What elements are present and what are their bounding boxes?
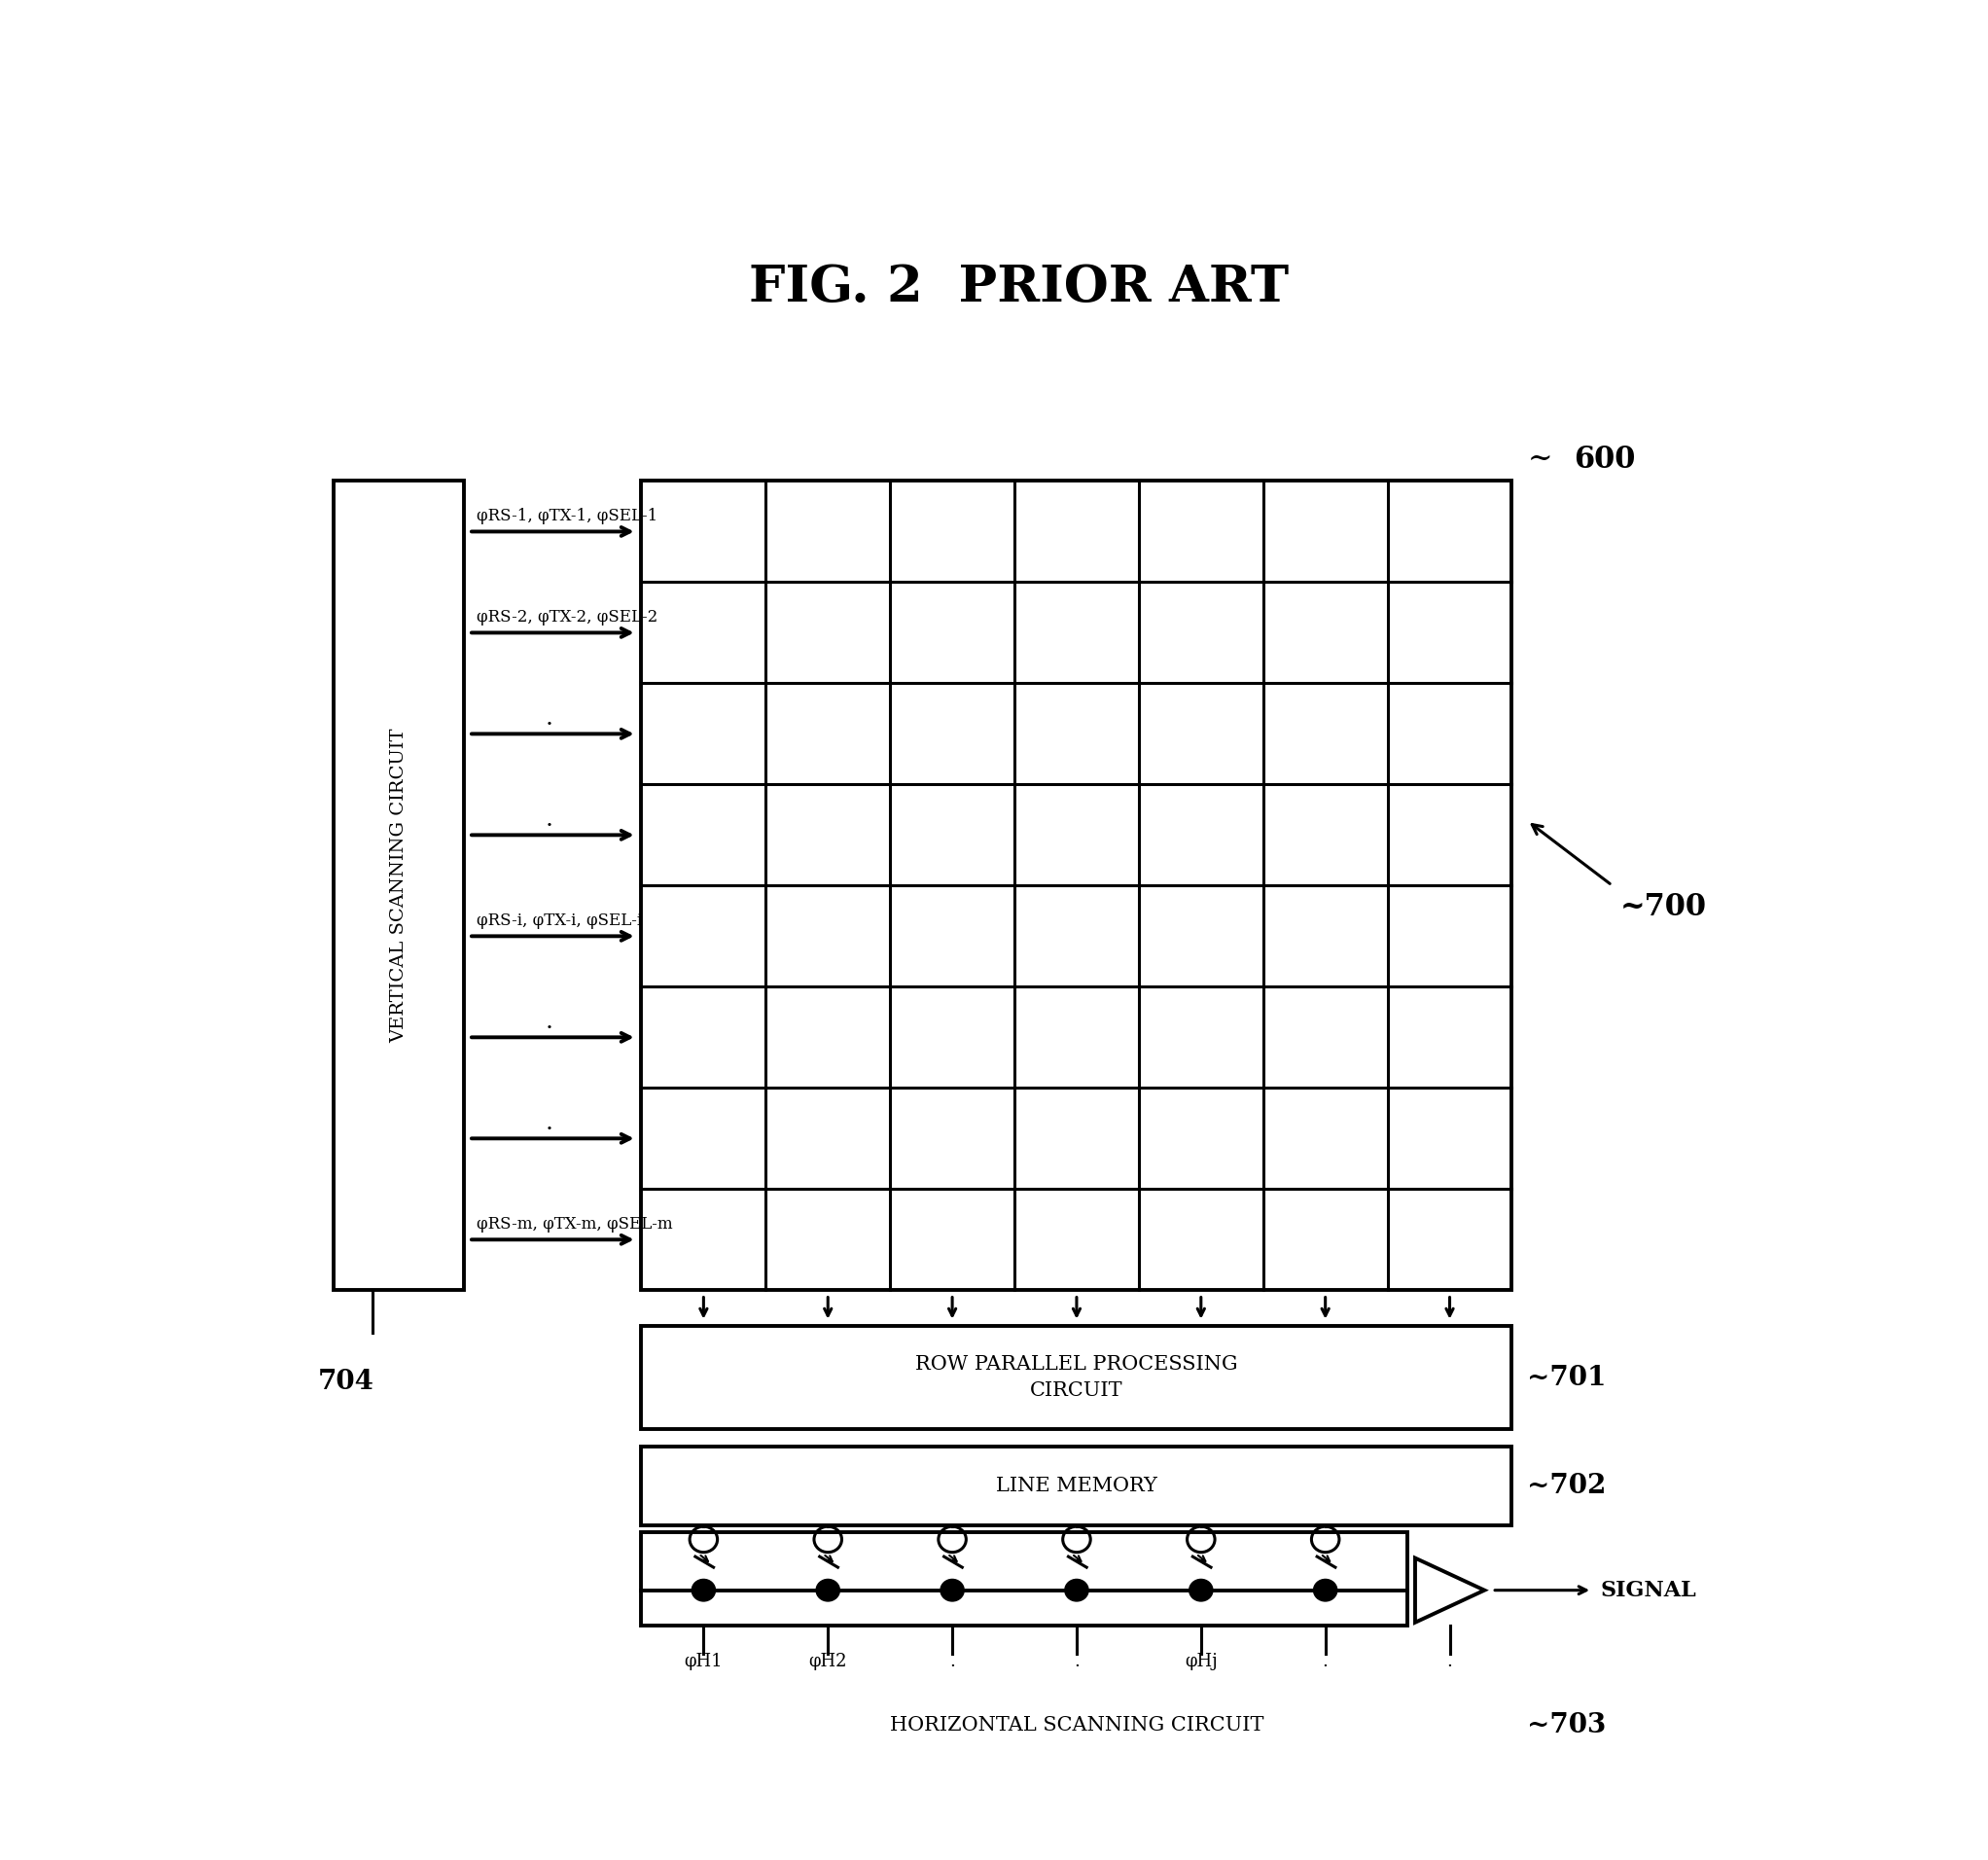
Text: φH2: φH2: [809, 1652, 847, 1670]
Bar: [642, 482, 1511, 1291]
Text: ~702: ~702: [1527, 1473, 1606, 1499]
Bar: [334, 482, 465, 1291]
Text: φRS-m, φTX-m, φSEL-m: φRS-m, φTX-m, φSEL-m: [477, 1216, 672, 1233]
Bar: [642, 1533, 1408, 1626]
Text: VERTICAL SCANNING CIRCUIT: VERTICAL SCANNING CIRCUIT: [390, 729, 408, 1043]
Text: LINE MEMORY: LINE MEMORY: [996, 1477, 1157, 1495]
Text: SIGNAL: SIGNAL: [1600, 1579, 1696, 1601]
Text: φRS-2, φTX-2, φSEL-2: φRS-2, φTX-2, φSEL-2: [477, 608, 658, 625]
Circle shape: [817, 1579, 839, 1601]
Text: φRS-1, φTX-1, φSEL-1: φRS-1, φTX-1, φSEL-1: [477, 508, 658, 525]
Circle shape: [1066, 1579, 1087, 1601]
Text: ~703: ~703: [1527, 1711, 1606, 1737]
Text: .: .: [545, 1010, 553, 1032]
Circle shape: [692, 1579, 716, 1601]
Text: .: .: [1447, 1652, 1453, 1670]
Text: .: .: [1322, 1652, 1328, 1670]
Text: 704: 704: [318, 1369, 374, 1395]
Text: ~: ~: [1527, 445, 1553, 474]
Text: ROW PARALLEL PROCESSING
CIRCUIT: ROW PARALLEL PROCESSING CIRCUIT: [914, 1356, 1239, 1401]
Text: FIG. 2  PRIOR ART: FIG. 2 PRIOR ART: [749, 262, 1288, 312]
Circle shape: [1189, 1579, 1213, 1601]
Circle shape: [940, 1579, 964, 1601]
Text: φRS-i, φTX-i, φSEL-i: φRS-i, φTX-i, φSEL-i: [477, 913, 642, 928]
Bar: [642, 1326, 1511, 1428]
Text: ~701: ~701: [1527, 1365, 1606, 1391]
Text: HORIZONTAL SCANNING CIRCUIT: HORIZONTAL SCANNING CIRCUIT: [891, 1715, 1264, 1734]
Text: .: .: [950, 1652, 954, 1670]
Text: .: .: [545, 707, 553, 729]
Text: φH1: φH1: [684, 1652, 724, 1670]
Text: 600: 600: [1574, 445, 1636, 474]
Text: ~700: ~700: [1620, 893, 1706, 923]
Text: .: .: [545, 1112, 553, 1135]
Circle shape: [1314, 1579, 1338, 1601]
Bar: [642, 1685, 1511, 1765]
Text: φHj: φHj: [1185, 1652, 1217, 1670]
Bar: [642, 1447, 1511, 1525]
Text: .: .: [545, 809, 553, 831]
Text: .: .: [1074, 1652, 1079, 1670]
